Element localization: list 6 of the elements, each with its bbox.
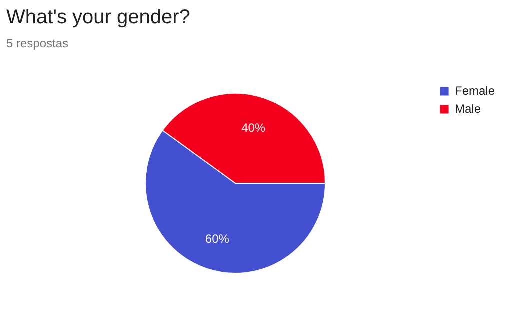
legend-label: Male bbox=[455, 102, 482, 116]
data-label: 40% bbox=[242, 120, 266, 135]
text: 5 respostas bbox=[6, 36, 69, 50]
data-label: 60% bbox=[205, 232, 230, 246]
chart-title: What's your gender? bbox=[6, 6, 190, 28]
legend-label: Female bbox=[455, 84, 496, 98]
